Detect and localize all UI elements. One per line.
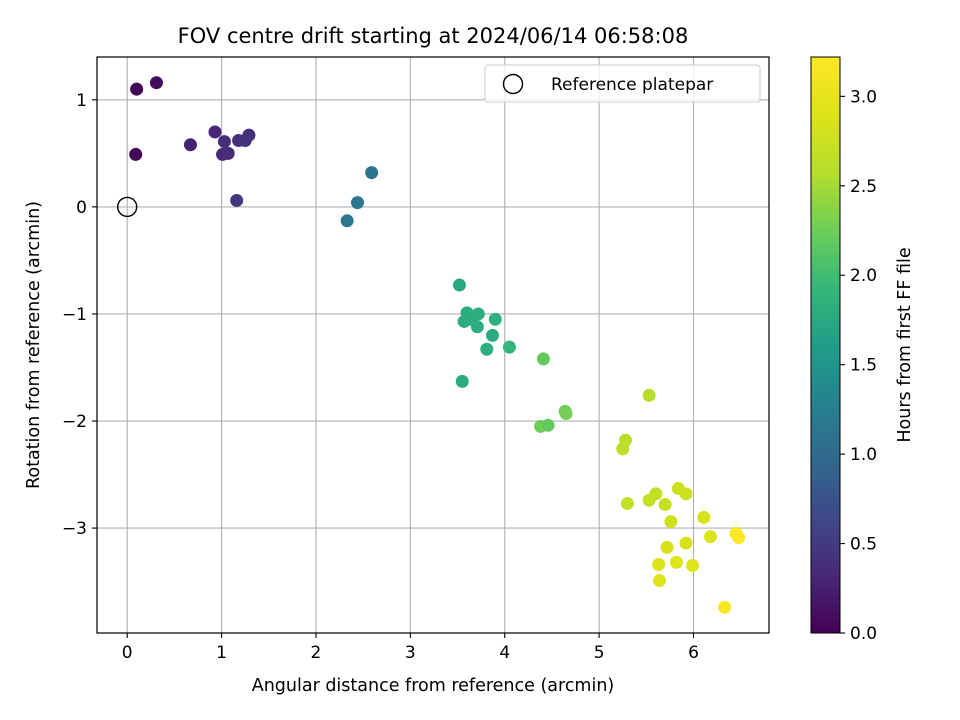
data-point [480, 342, 494, 356]
data-point [452, 278, 466, 292]
colorbar: 0.0 0.5 1.0 1.5 2.0 2.5 3.0 Hours from first F… [810, 56, 915, 644]
data-point [350, 196, 364, 210]
data-point [697, 510, 711, 524]
data-point [658, 498, 672, 512]
legend: Reference platepar [484, 64, 761, 103]
colorbar-tick-label: 0.5 [850, 535, 877, 555]
data-point [340, 214, 354, 228]
data-point [660, 540, 674, 554]
legend-box [484, 64, 761, 103]
data-point [230, 193, 244, 207]
data-point [208, 125, 222, 139]
data-points [129, 76, 746, 614]
data-point [679, 536, 693, 550]
data-point [620, 496, 634, 510]
colorbar-gradient [810, 56, 841, 634]
y-tick-label: 1 [76, 91, 87, 111]
data-point [130, 82, 144, 96]
legend-reference-marker [502, 73, 524, 95]
data-point [652, 557, 666, 571]
data-point [217, 135, 231, 149]
data-point [670, 555, 684, 569]
colorbar-tick-label: 1.0 [850, 445, 877, 465]
reference-marker-group [117, 196, 138, 218]
colorbar-tick-label: 2.5 [850, 177, 877, 197]
data-point [471, 307, 485, 321]
x-tick-label: 4 [499, 643, 510, 663]
data-point [502, 340, 516, 354]
data-point [183, 138, 197, 152]
data-point [541, 418, 555, 432]
y-tick-label: 0 [76, 198, 87, 218]
y-tick-label: −2 [62, 412, 87, 432]
colorbar-ticks: 0.0 0.5 1.0 1.5 2.0 2.5 3.0 [840, 87, 877, 644]
data-point [242, 128, 256, 142]
y-axis-ticks: 1 0 −1 −2 −3 [62, 91, 97, 539]
data-point [455, 374, 469, 388]
data-point [488, 312, 502, 326]
data-point [718, 600, 732, 614]
colorbar-tick-label: 2.0 [850, 266, 877, 286]
data-point [642, 388, 656, 402]
data-point [616, 442, 630, 456]
data-point [653, 574, 667, 588]
colorbar-tick-label: 1.5 [850, 356, 877, 376]
chart-title: FOV centre drift starting at 2024/06/14 … [178, 24, 689, 48]
data-point [221, 146, 235, 160]
data-point [732, 531, 746, 545]
data-point [686, 559, 700, 573]
x-tick-label: 1 [216, 643, 227, 663]
data-point [664, 515, 678, 529]
data-point [485, 328, 499, 342]
data-point [679, 487, 693, 501]
data-point [649, 487, 663, 501]
reference-platepar-marker [117, 196, 138, 218]
x-tick-label: 5 [594, 643, 605, 663]
colorbar-tick-label: 3.0 [850, 87, 877, 107]
data-point [129, 147, 143, 161]
grid-lines [97, 57, 769, 633]
x-tick-label: 0 [122, 643, 133, 663]
x-tick-label: 2 [311, 643, 322, 663]
legend-entry-reference: Reference platepar [551, 75, 713, 95]
data-point [470, 320, 484, 334]
data-point [703, 530, 717, 544]
x-axis-ticks: 0 1 2 3 4 5 6 [122, 633, 699, 663]
y-tick-label: −3 [62, 519, 87, 539]
x-tick-label: 6 [688, 643, 699, 663]
y-axis-label: Rotation from reference (arcmin) [24, 201, 44, 489]
colorbar-tick-label: 0.0 [850, 624, 877, 644]
y-tick-label: −1 [62, 305, 87, 325]
x-tick-label: 3 [405, 643, 416, 663]
data-point [559, 407, 573, 421]
data-point [149, 76, 163, 90]
colorbar-label: Hours from first FF file [895, 247, 915, 442]
data-point [536, 352, 550, 366]
plot-area-frame [96, 56, 770, 634]
data-point [365, 166, 379, 180]
x-axis-label: Angular distance from reference (arcmin) [252, 676, 615, 696]
